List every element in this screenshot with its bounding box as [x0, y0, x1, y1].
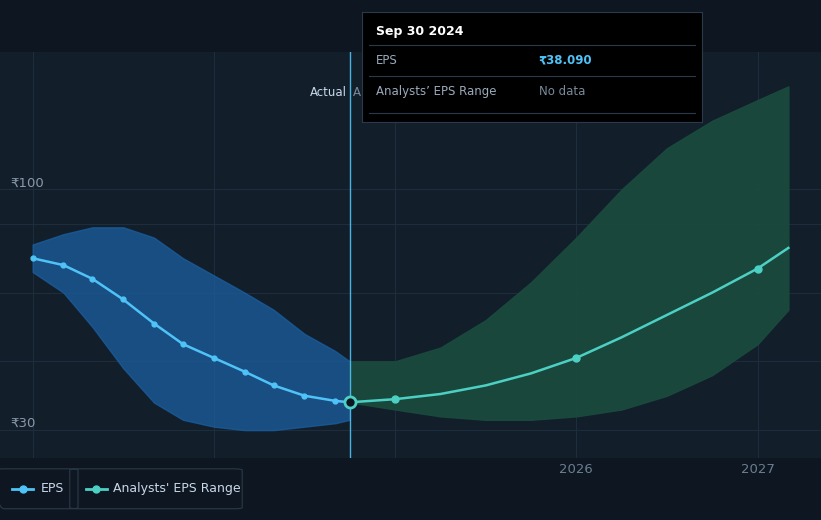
Text: Sep 30 2024: Sep 30 2024: [375, 25, 463, 38]
Text: ₹30: ₹30: [10, 417, 35, 430]
Text: EPS: EPS: [375, 54, 397, 67]
Text: Actual: Actual: [310, 86, 347, 99]
Text: EPS: EPS: [41, 483, 64, 495]
Text: No data: No data: [539, 85, 585, 98]
Text: ₹100: ₹100: [10, 176, 44, 189]
Text: Analysts Forecasts: Analysts Forecasts: [352, 86, 462, 99]
Text: Analysts’ EPS Range: Analysts’ EPS Range: [375, 85, 496, 98]
Text: ₹38.090: ₹38.090: [539, 54, 593, 67]
Text: Analysts' EPS Range: Analysts' EPS Range: [113, 483, 241, 495]
